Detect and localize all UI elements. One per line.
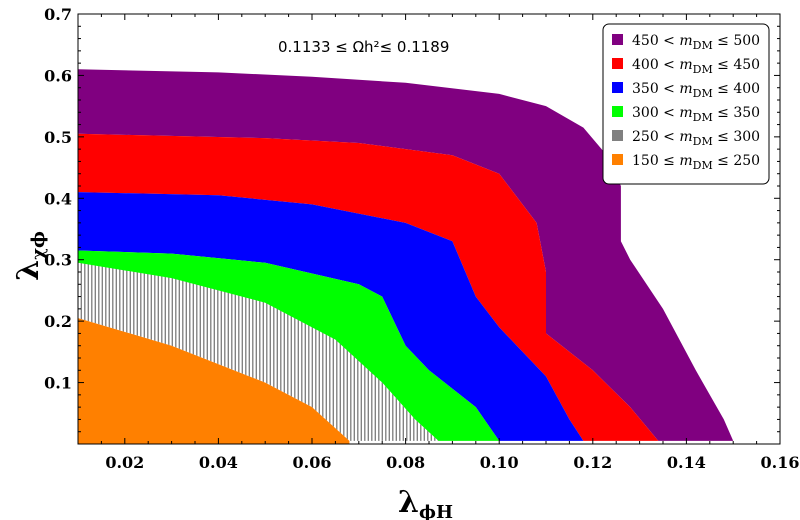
legend-label: 150 ≤ mDM ≤ 250 (632, 153, 760, 172)
x-axis-ticks: 0.02 0.04 0.06 0.08 0.10 0.12 0.14 0.16 (77, 14, 800, 472)
area-series-5 (78, 262, 439, 441)
legend-swatch (612, 34, 623, 45)
y-axis-label-sub: χϕ (28, 231, 49, 260)
area-series-1 (78, 69, 734, 441)
area-series-2 (78, 133, 659, 441)
legend-label-symbol: m (679, 57, 692, 73)
x-axis-label-main: λ (398, 485, 419, 520)
legend-label-symbol: m (679, 129, 692, 145)
legend-label: 250 < mDM ≤ 300 (632, 129, 760, 148)
area-series-6 (78, 318, 350, 444)
svg-text:λχϕ: λχϕ (11, 231, 49, 281)
y-axis-ticks: 0.1 0.2 0.3 0.4 0.5 0.6 0.7 (44, 5, 780, 445)
legend-label-prefix: 300 < (632, 105, 679, 121)
legend-label-prefix: 250 < (632, 129, 679, 145)
legend-label: 350 < mDM ≤ 400 (632, 81, 760, 100)
x-tick-label: 0.02 (105, 453, 144, 472)
legend-swatch (612, 106, 623, 117)
legend-label-suffix: ≤ 250 (713, 153, 760, 169)
x-tick-label: 0.08 (386, 453, 425, 472)
legend-label-symbol: m (679, 105, 692, 121)
x-tick-label: 0.10 (480, 453, 519, 472)
legend-label-subscript: DM (693, 87, 713, 100)
y-tick-label: 0.4 (44, 189, 72, 208)
svg-text:λϕH: λϕH (398, 485, 453, 520)
x-tick-label: 0.04 (199, 453, 238, 472)
x-axis-label-sub: ϕH (419, 502, 453, 520)
legend-label-symbol: m (679, 33, 692, 49)
legend-label-subscript: DM (693, 39, 713, 52)
area-series-3 (78, 192, 584, 441)
x-axis-label: λϕH (398, 485, 453, 520)
legend-swatch (612, 58, 623, 69)
y-tick-label: 0.7 (44, 5, 72, 24)
legend-label-suffix: ≤ 500 (713, 33, 760, 49)
x-tick-label: 0.06 (293, 453, 332, 472)
legend-label-prefix: 400 < (632, 57, 679, 73)
legend-label-prefix: 350 < (632, 81, 679, 97)
legend-swatch (612, 130, 623, 141)
area-series-4 (78, 250, 500, 441)
legend-box (602, 23, 770, 185)
y-axis-label: λχϕ (11, 231, 49, 281)
annotation-text: 0.1133 ≤ Ωh²≤ 0.1189 (278, 38, 449, 56)
y-tick-label: 0.2 (44, 312, 72, 331)
y-tick-label: 0.6 (44, 66, 72, 85)
x-tick-label: 0.16 (761, 453, 800, 472)
y-tick-label: 0.5 (44, 128, 72, 147)
y-axis-label-main: λ (11, 260, 46, 281)
legend-label-subscript: DM (693, 135, 713, 148)
y-tick-label: 0.3 (44, 251, 72, 270)
legend-label-prefix: 450 < (632, 33, 679, 49)
legend-label-prefix: 150 ≤ (632, 153, 679, 169)
x-tick-label: 0.14 (667, 453, 706, 472)
legend-label-subscript: DM (693, 111, 713, 124)
legend-swatch (612, 154, 623, 165)
legend-label-subscript: DM (693, 159, 713, 172)
legend-label-symbol: m (679, 153, 692, 169)
legend-label: 400 < mDM ≤ 450 (632, 57, 760, 76)
y-tick-label: 0.1 (44, 374, 72, 393)
legend-swatch (612, 82, 623, 93)
legend-label-suffix: ≤ 350 (713, 105, 760, 121)
legend-label-suffix: ≤ 400 (713, 81, 760, 97)
legend-label-suffix: ≤ 300 (713, 129, 760, 145)
legend-label-symbol: m (679, 81, 692, 97)
legend-label-suffix: ≤ 450 (713, 57, 760, 73)
plot-areas (78, 69, 734, 444)
legend-label: 300 < mDM ≤ 350 (632, 105, 760, 124)
legend-label-subscript: DM (693, 63, 713, 76)
legend-label: 450 < mDM ≤ 500 (632, 33, 760, 52)
x-tick-label: 0.12 (573, 453, 612, 472)
